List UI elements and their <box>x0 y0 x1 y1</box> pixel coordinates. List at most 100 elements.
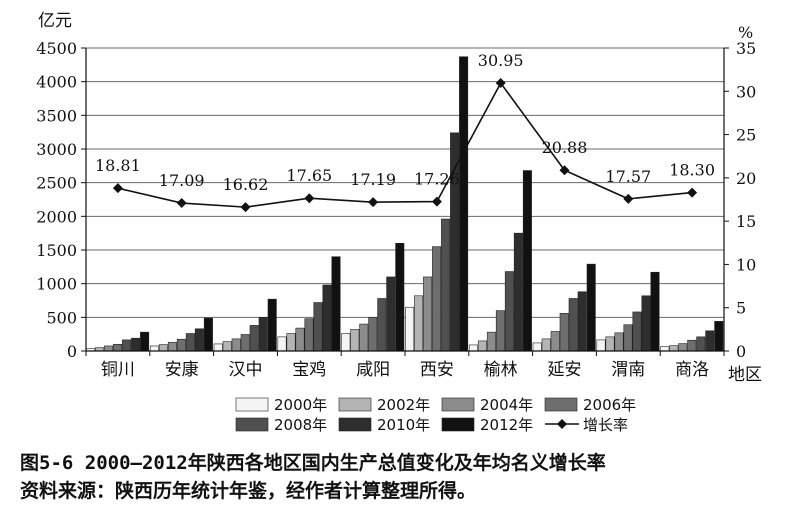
legend: 2000年 2002年 2004年 2006年 2008年 2010年 2012年 增长率 <box>235 396 636 434</box>
legend-swatch <box>235 417 269 432</box>
bar <box>149 345 159 352</box>
y2-tick-label: 35 <box>736 39 756 58</box>
bar <box>185 333 195 352</box>
bar <box>359 323 369 352</box>
bar <box>687 339 697 352</box>
bar <box>596 339 606 352</box>
y-tick-label: 4500 <box>36 39 77 58</box>
bar <box>696 336 706 352</box>
bar <box>313 302 323 352</box>
legend-label: 2006年 <box>583 396 636 414</box>
legend-swatch <box>441 417 475 432</box>
x-tick-label: 商洛 <box>675 360 709 380</box>
bar <box>231 338 241 352</box>
bar <box>377 298 387 352</box>
legend-label: 2010年 <box>377 416 430 434</box>
bar <box>550 331 560 352</box>
growth-data-label: 17.19 <box>350 170 396 189</box>
legend-swatch <box>338 397 372 412</box>
bar <box>459 56 469 352</box>
bar <box>495 310 505 352</box>
bar <box>605 336 615 352</box>
legend-swatch <box>338 417 372 432</box>
bar <box>486 331 496 352</box>
bar <box>477 340 487 352</box>
bar <box>705 330 715 352</box>
bar <box>122 339 132 352</box>
legend-swatch <box>544 397 578 412</box>
bar <box>678 343 688 352</box>
bar <box>669 345 679 352</box>
bar <box>267 298 277 352</box>
y-tick-label: 2000 <box>36 207 77 226</box>
bar <box>660 346 670 352</box>
growth-point <box>495 78 506 89</box>
bar <box>176 338 186 352</box>
x-axis-title: 地区 <box>728 365 762 385</box>
bar <box>249 325 259 352</box>
x-tick-label: 西安 <box>420 360 454 380</box>
bar <box>559 312 569 352</box>
bar <box>423 276 433 352</box>
bar <box>432 246 442 352</box>
growth-data-label: 20.88 <box>542 138 588 157</box>
bar <box>504 271 514 352</box>
growth-point <box>623 193 634 204</box>
figure-source: 资料来源：陕西历年统计年鉴，经作者计算整理所得。 <box>20 480 477 502</box>
bar <box>632 311 642 352</box>
bar <box>222 341 232 352</box>
growth-data-label: 17.26 <box>414 170 460 189</box>
bar <box>304 318 314 352</box>
bar <box>650 271 660 352</box>
bar <box>450 132 460 352</box>
x-tick-label: 安康 <box>165 360 199 380</box>
gridlines <box>86 47 724 318</box>
growth-point <box>176 198 187 209</box>
growth-line-path <box>117 81 693 208</box>
bar <box>541 338 551 352</box>
bar <box>258 317 268 352</box>
bar <box>532 342 542 352</box>
y-tick-label: 4000 <box>36 73 77 92</box>
axes: 0 500 1000 1500 2000 2500 3000 3500 4000 4500 0 5 10… <box>36 11 762 385</box>
y-tick-label: 2500 <box>36 174 77 193</box>
y2-axis-title: % <box>738 23 753 42</box>
legend-marker <box>557 419 567 429</box>
growth-data-label: 16.62 <box>223 175 269 194</box>
x-tick-label: 宝鸡 <box>292 360 326 380</box>
bar <box>641 295 651 352</box>
figure-caption: 图5-6 2000—2012年陕西各地区国内生产总值变化及年均名义增长率 <box>20 452 606 474</box>
y2-tick-label: 15 <box>736 212 756 231</box>
legend-swatch <box>235 397 269 412</box>
growth-point <box>559 165 570 176</box>
bar <box>614 332 624 352</box>
bar <box>277 336 287 352</box>
y-axis-title: 亿元 <box>38 11 72 31</box>
growth-point <box>431 196 442 207</box>
y2-tick-label: 10 <box>736 255 756 274</box>
growth-data-label: 18.81 <box>95 156 141 175</box>
growth-data-label: 17.09 <box>159 171 205 190</box>
bar <box>140 331 150 352</box>
bar <box>513 232 523 352</box>
x-tick-label: 铜川 <box>101 360 135 380</box>
bar <box>350 329 360 352</box>
y-tick-label: 500 <box>46 308 77 327</box>
y2-tick-label: 0 <box>736 342 746 361</box>
bar <box>331 256 341 352</box>
bar <box>714 321 724 352</box>
y2-tick-label: 20 <box>736 169 756 188</box>
bar <box>468 344 478 352</box>
bar <box>104 345 114 352</box>
growth-point <box>240 202 251 213</box>
y-tick-label: 1000 <box>36 275 77 294</box>
bar <box>577 291 587 352</box>
bar <box>131 337 141 352</box>
y-tick-label: 1500 <box>36 241 77 260</box>
bar <box>568 298 578 352</box>
bar <box>158 344 168 352</box>
x-tick-label: 榆林 <box>484 360 518 380</box>
growth-rate-line: 18.81 17.09 16.62 17.65 17.19 17.26 30.95 20.88… <box>95 51 715 213</box>
gdp-chart: 0 500 1000 1500 2000 2500 3000 3500 4000 4500 0 5 10… <box>36 11 762 434</box>
growth-data-label: 17.57 <box>605 167 651 186</box>
